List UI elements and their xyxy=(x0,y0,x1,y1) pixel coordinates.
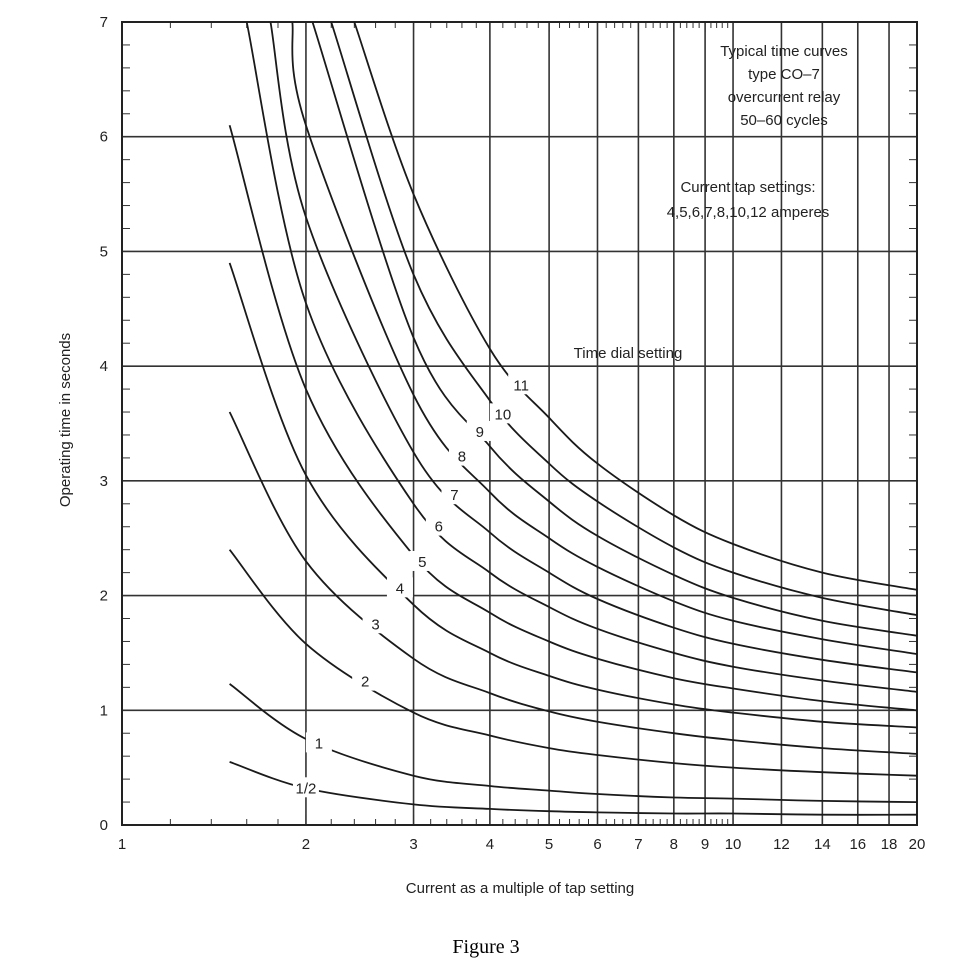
curve-dial-5 xyxy=(228,124,918,712)
curve-dial-7 xyxy=(269,21,918,674)
x-tick-label: 4 xyxy=(486,836,494,853)
y-tick-label: 6 xyxy=(100,129,108,146)
y-tick-label: 5 xyxy=(100,243,108,260)
y-axis-label: Operating time in seconds xyxy=(57,333,74,507)
curve-dial-3 xyxy=(228,411,918,755)
y-tick-labels: 0 1 2 3 4 5 6 7 xyxy=(100,14,108,834)
x-tick-label: 1 xyxy=(118,836,126,853)
time-dial-curves xyxy=(228,21,918,816)
x-tick-label: 9 xyxy=(701,836,709,853)
y-tick-label: 3 xyxy=(100,473,108,490)
curve-dial-6 xyxy=(245,21,918,693)
curve-label-gap xyxy=(508,374,535,395)
y-tick-label: 1 xyxy=(100,702,108,719)
curve-dial-11 xyxy=(353,21,918,591)
tap-settings-note: Current tap settings: 4,5,6,7,8,10,12 am… xyxy=(667,179,830,221)
curve-label-gap xyxy=(409,550,436,571)
x-tick-label: 12 xyxy=(773,836,790,853)
curve-dial-10 xyxy=(330,21,918,616)
curve-label-gap xyxy=(466,420,493,441)
y-tick-label: 7 xyxy=(100,14,108,31)
curve-dial-1 xyxy=(229,683,918,803)
curve-label: 2 xyxy=(361,674,369,691)
x-tick-label: 8 xyxy=(670,836,678,853)
curve-label: 9 xyxy=(476,424,484,441)
curve-label: 6 xyxy=(435,519,443,536)
minor-ticks xyxy=(122,21,917,826)
grid-lines xyxy=(121,21,918,826)
x-tick-label: 7 xyxy=(634,836,642,853)
x-tick-label: 6 xyxy=(593,836,601,853)
curve-label: 10 xyxy=(494,406,511,423)
typical-note-line-1: Typical time curves xyxy=(720,43,848,60)
tap-note-line-2: 4,5,6,7,8,10,12 amperes xyxy=(667,204,830,221)
curve-label-gap xyxy=(386,577,413,598)
curve-dial-2 xyxy=(228,549,918,777)
curve-label: 1 xyxy=(315,735,323,752)
x-tick-label: 20 xyxy=(909,836,926,853)
typical-curves-note: Typical time curves type CO–7 overcurren… xyxy=(720,43,848,129)
curve-dial-4 xyxy=(228,262,918,729)
curve-dial-8 xyxy=(291,21,918,655)
x-tick-label: 16 xyxy=(849,836,866,853)
x-tick-label: 10 xyxy=(725,836,742,853)
curve-label-gap xyxy=(441,484,468,505)
plot-frame xyxy=(121,21,918,826)
x-tick-label: 5 xyxy=(545,836,553,853)
y-tick-label: 0 xyxy=(100,817,108,834)
curve-label: 3 xyxy=(371,616,379,633)
x-tick-label: 18 xyxy=(881,836,898,853)
curve-label: 5 xyxy=(418,554,426,571)
typical-note-line-3: overcurrent relay xyxy=(728,89,841,106)
curve-label-gap xyxy=(292,777,319,798)
typical-note-line-2: type CO–7 xyxy=(748,66,820,83)
curve-label-gap xyxy=(305,732,332,753)
tap-note-line-1: Current tap settings: xyxy=(680,179,815,196)
curve-label: 8 xyxy=(458,449,466,466)
x-axis-label: Current as a multiple of tap setting xyxy=(406,880,634,897)
x-tick-labels: 1 2 3 4 5 6 7 8 9 10 12 14 16 18 20 xyxy=(118,836,926,853)
curve-label: 4 xyxy=(396,580,404,597)
time-dial-title: Time dial setting xyxy=(574,345,683,362)
curve-label-gap xyxy=(448,445,475,466)
y-tick-label: 2 xyxy=(100,588,108,605)
curve-label-gap xyxy=(362,613,389,634)
x-tick-label: 2 xyxy=(302,836,310,853)
curve-label: 7 xyxy=(450,487,458,504)
curve-label: 1/2 xyxy=(296,780,317,797)
curve-dial-9 xyxy=(311,21,918,637)
curve-label-gap xyxy=(489,403,516,424)
x-tick-label: 14 xyxy=(814,836,831,853)
curve-label-gap xyxy=(352,670,379,691)
typical-note-line-4: 50–60 cycles xyxy=(740,112,828,129)
y-tick-label: 4 xyxy=(100,358,108,375)
curve-dial-1-2 xyxy=(229,761,918,816)
curve-label-gap xyxy=(425,515,452,536)
curve-label: 11 xyxy=(513,377,529,394)
figure-caption: Figure 3 xyxy=(452,936,519,958)
x-tick-label: 3 xyxy=(409,836,417,853)
